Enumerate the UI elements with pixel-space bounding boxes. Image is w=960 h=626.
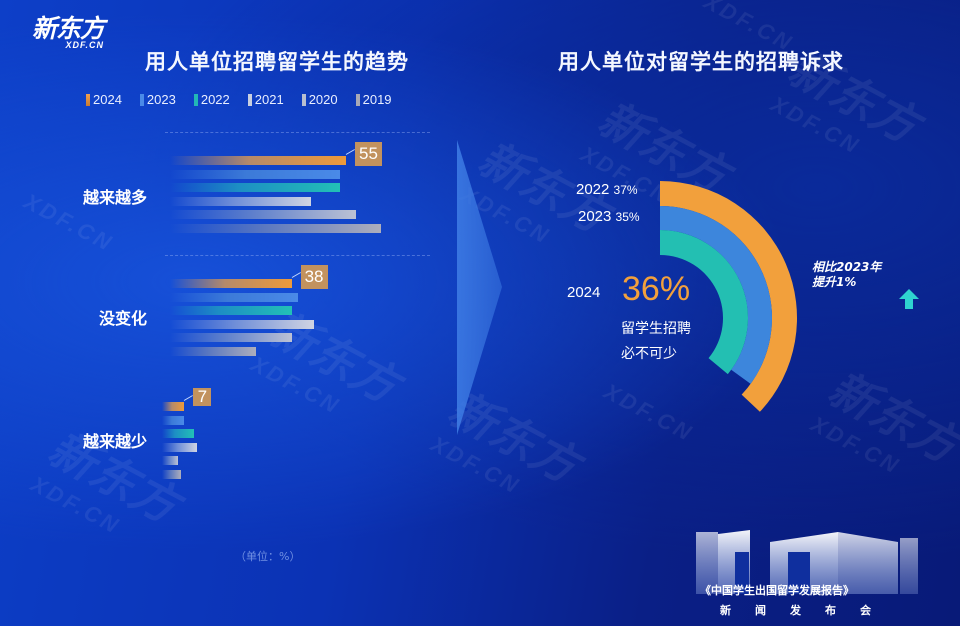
left-chart-title: 用人单位招聘留学生的趋势: [145, 50, 409, 74]
legend-swatch: [355, 93, 360, 106]
legend-label: 2023: [146, 92, 176, 107]
unit-note: （单位：%）: [235, 550, 301, 563]
10-book-icon: [696, 530, 918, 594]
value-callout: 7: [193, 388, 212, 406]
logo-chinese: 新东方: [32, 14, 105, 43]
value-callout: 55: [355, 142, 382, 166]
bar-2023: [170, 292, 298, 302]
legend-item-2022: 2022: [193, 92, 230, 107]
separator-line: [165, 132, 430, 133]
note-line-1: 留学生招聘: [621, 321, 691, 337]
bar-2020: [170, 210, 356, 219]
separator-line: [165, 255, 430, 256]
bar-2022: [170, 306, 292, 315]
bar-2021: [162, 442, 198, 452]
bar-2024: [170, 156, 346, 165]
xdf-logo: 新东方 XDF.CN: [32, 14, 105, 51]
bar-2020: [162, 456, 178, 465]
arc-2022: [660, 181, 797, 412]
category-label-more: 越来越多: [83, 188, 148, 207]
ring-label-2024: 2024: [567, 284, 601, 301]
legend-swatch: [247, 93, 252, 106]
comparison-note: 相比2023年 提升1%: [812, 260, 882, 289]
legend-label: 2021: [254, 92, 284, 107]
legend-item-2019: 2019: [355, 92, 392, 107]
legend-swatch: [86, 93, 90, 106]
legend-item-2024: 2024: [86, 92, 122, 107]
bar-2024: [170, 279, 292, 288]
legend-item-2023: 2023: [139, 92, 176, 107]
bar-2022: [170, 183, 340, 192]
event-title: 新闻发布会: [720, 604, 895, 617]
legend-swatch: [193, 93, 198, 106]
report-title: 《中国学生出国留学发展报告》: [700, 584, 854, 597]
legend-item-2021: 2021: [247, 92, 284, 107]
ring-label-2022: 2022 37%: [576, 181, 638, 198]
ring-label-2023: 2023 35%: [578, 208, 640, 225]
category-label-same: 没变化: [99, 309, 148, 328]
bar-2019: [162, 469, 182, 479]
bar-2021: [170, 196, 311, 206]
legend-label: 2019: [362, 92, 392, 107]
legend-label: 2024: [93, 92, 122, 107]
legend-swatch: [139, 93, 144, 106]
note-line-2: 必不可少: [621, 346, 677, 362]
bar-2021: [170, 319, 314, 329]
bar-2020: [170, 333, 292, 342]
chart-legend: 2024 2023 2022 2021 2020 2019: [86, 92, 392, 107]
bar-2019: [170, 346, 257, 356]
chevron-right-icon: [457, 140, 502, 435]
up-arrow-icon: [899, 289, 919, 309]
legend-label: 2020: [308, 92, 338, 107]
legend-swatch: [301, 93, 306, 106]
logo-english: XDF.CN: [65, 40, 105, 50]
arc-2023: [660, 206, 773, 384]
arc-2024: [660, 230, 749, 375]
highlight-percentage: 36%: [622, 270, 691, 308]
bar-2023: [170, 169, 340, 179]
bar-2019: [170, 223, 382, 233]
value-callout: 38: [300, 265, 328, 289]
bar-2024: [162, 402, 185, 411]
category-label-less: 越来越少: [83, 432, 148, 451]
bar-2023: [162, 415, 185, 425]
right-chart-title: 用人单位对留学生的招聘诉求: [558, 50, 844, 74]
bar-2022: [162, 429, 194, 438]
legend-label: 2022: [200, 92, 230, 107]
legend-item-2020: 2020: [301, 92, 338, 107]
